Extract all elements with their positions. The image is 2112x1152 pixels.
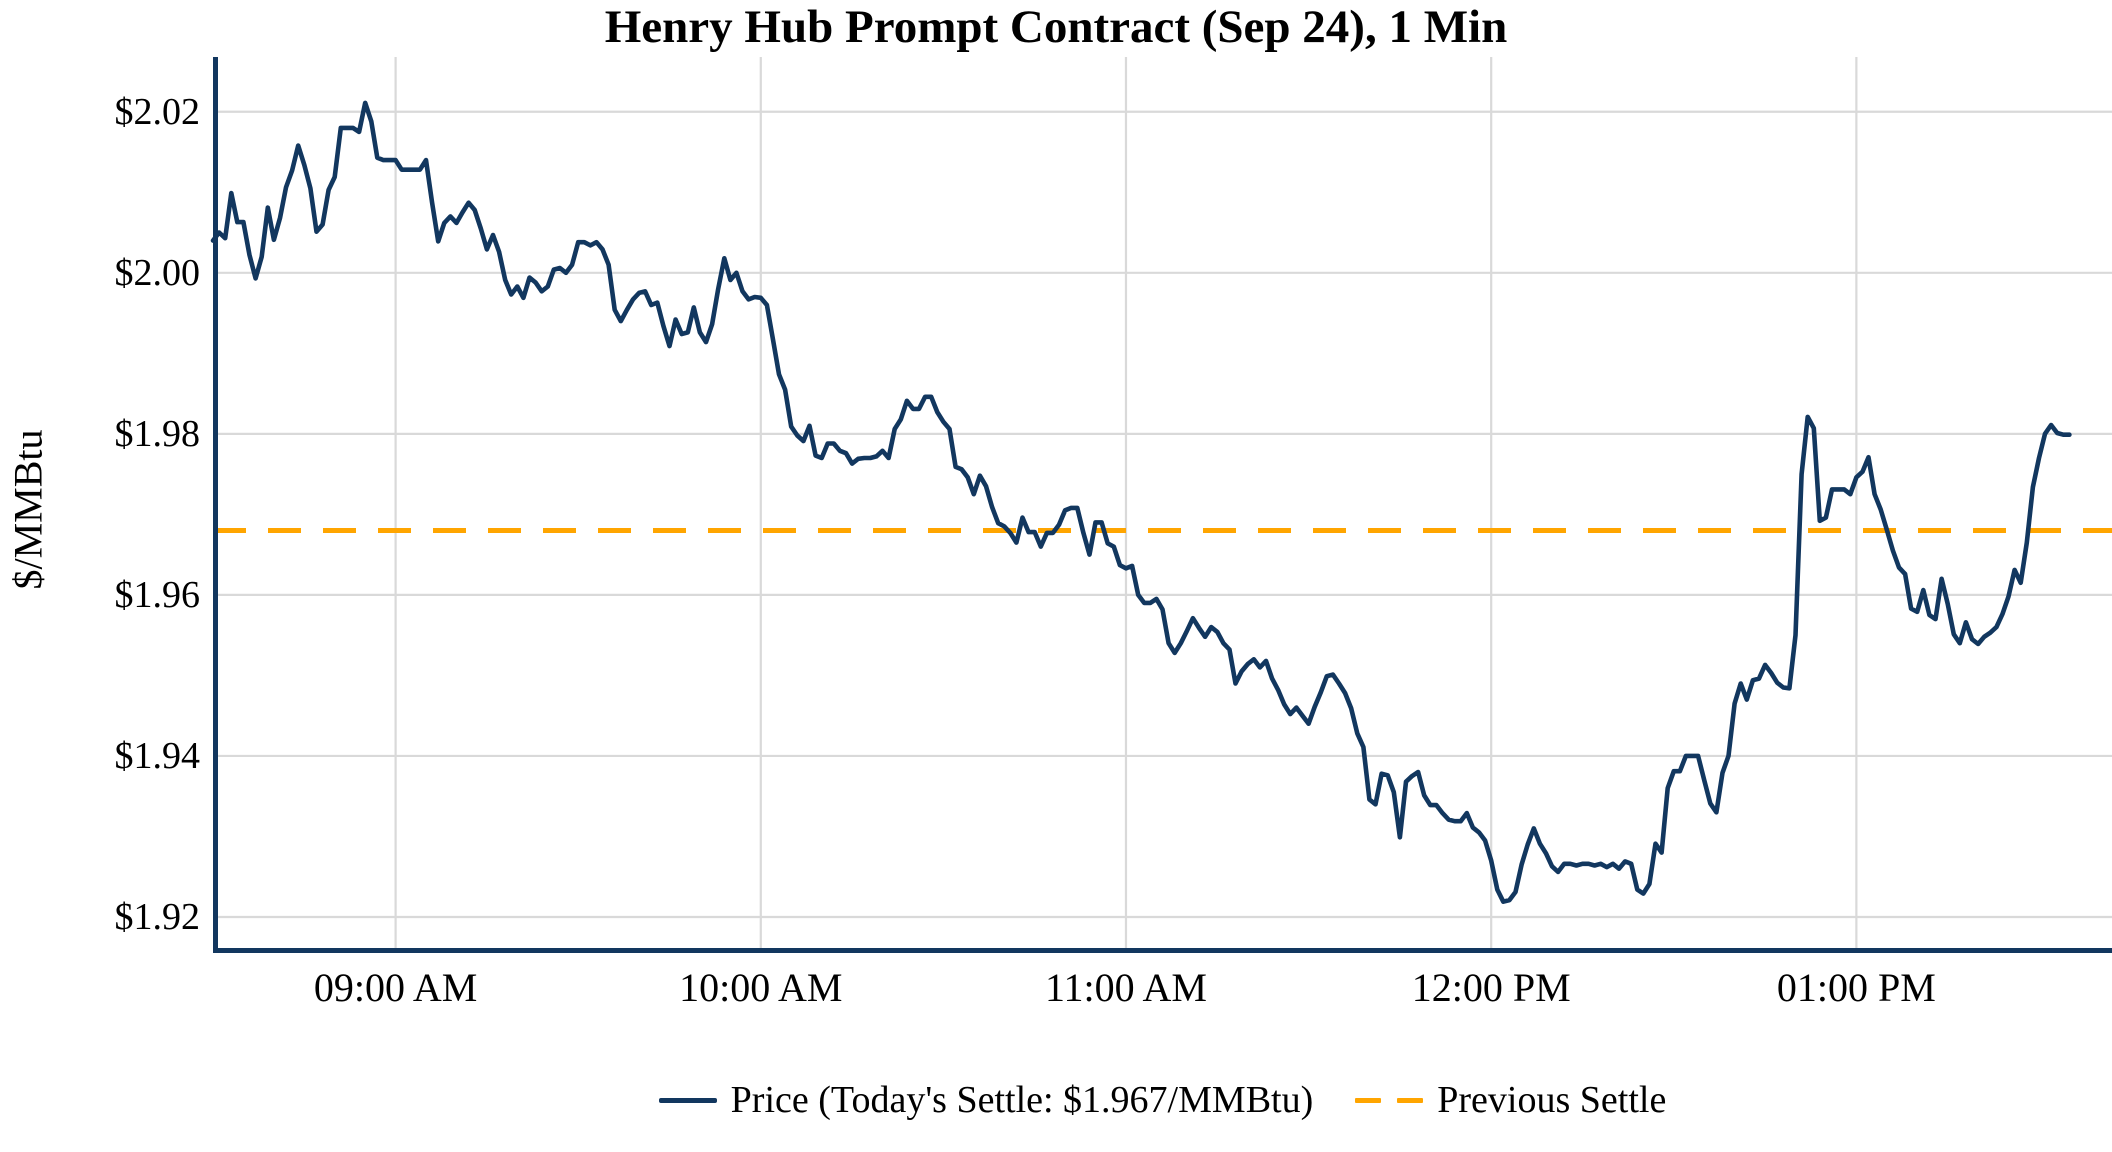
y-tick-label: $1.92 <box>114 895 201 938</box>
y-axis-spine <box>213 57 218 953</box>
price-series-line <box>210 100 2072 905</box>
legend-item-price: Price (Today's Settle: $1.967/MMBtu) <box>658 1078 1314 1122</box>
legend-previous-settle-label: Previous Settle <box>1437 1079 1667 1121</box>
chart-title: Henry Hub Prompt Contract (Sep 24), 1 Mi… <box>604 1 1508 53</box>
legend-item-previous-settle: Previous Settle <box>1355 1078 1666 1122</box>
x-tick-label: 11:00 AM <box>1045 965 1207 1010</box>
y-tick-label: $1.94 <box>114 734 201 777</box>
y-tick-label: $2.02 <box>114 90 201 133</box>
x-tick-label: 12:00 PM <box>1411 965 1571 1010</box>
x-tick-label: 09:00 AM <box>313 965 478 1010</box>
x-tick-label: 01:00 PM <box>1776 965 1936 1010</box>
price-line-swatch-icon <box>658 1097 717 1103</box>
y-tick-label: $2.00 <box>114 251 201 294</box>
x-tick-label: 10:00 AM <box>679 965 843 1010</box>
y-tick-label: $1.98 <box>114 412 201 455</box>
previous-settle-dash-icon <box>1355 1097 1424 1103</box>
legend-price-label: Price (Today's Settle: $1.967/MMBtu) <box>730 1079 1314 1121</box>
legend: Price (Today's Settle: $1.967/MMBtu) Pre… <box>213 1078 2112 1122</box>
x-axis-spine <box>213 948 2112 953</box>
y-tick-label: $1.96 <box>114 573 201 616</box>
